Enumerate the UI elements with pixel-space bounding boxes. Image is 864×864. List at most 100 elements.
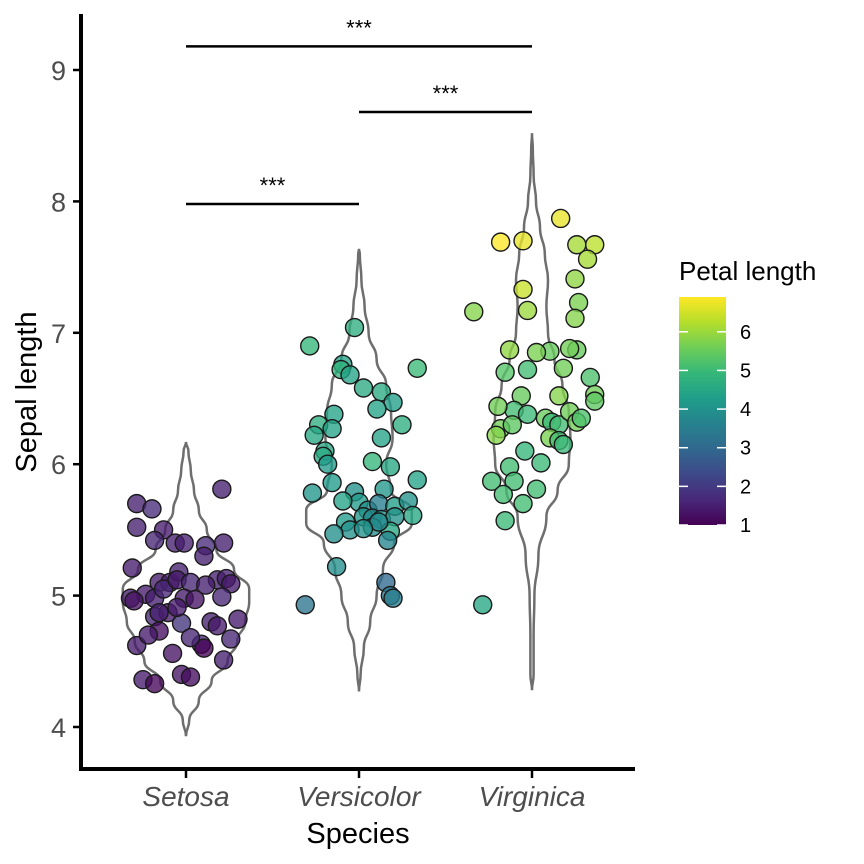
data-point xyxy=(565,308,585,329)
data-point xyxy=(580,367,600,388)
data-point xyxy=(565,269,585,289)
data-point xyxy=(194,638,214,658)
colorbar-tick-label: 5 xyxy=(740,360,751,382)
colorbar-tick-label: 6 xyxy=(740,322,751,344)
data-point xyxy=(162,643,183,664)
data-point xyxy=(550,208,571,229)
x-ticks: Setosa Versicolor Virginica xyxy=(142,769,585,812)
data-point xyxy=(344,317,365,338)
data-point xyxy=(526,342,547,363)
data-point xyxy=(194,546,214,566)
data-point xyxy=(577,249,598,269)
data-point xyxy=(322,419,342,439)
data-point xyxy=(196,575,216,595)
y-tick-label: 4 xyxy=(51,713,66,743)
data-point xyxy=(403,505,423,526)
data-point xyxy=(568,292,589,313)
data-point xyxy=(300,336,320,356)
significance-label: *** xyxy=(433,81,459,106)
violin-setosa xyxy=(121,440,251,737)
data-point xyxy=(513,231,533,251)
data-point xyxy=(207,616,228,636)
data-point xyxy=(504,471,524,491)
colorbar-legend: Petal length 1 2 3 4 5 6 xyxy=(679,256,816,537)
violin-virginica xyxy=(492,131,572,691)
x-axis-title: Species xyxy=(306,818,409,850)
data-point xyxy=(340,365,360,385)
data-point xyxy=(174,533,194,553)
data-point xyxy=(488,396,508,417)
significance-label: *** xyxy=(260,173,286,198)
y-tick-label: 7 xyxy=(51,319,66,349)
data-point xyxy=(180,667,201,687)
data-point xyxy=(407,470,427,490)
data-point xyxy=(559,338,580,359)
data-point xyxy=(153,579,174,599)
axes xyxy=(79,14,635,771)
data-point xyxy=(407,358,427,378)
data-point xyxy=(324,524,344,544)
data-point xyxy=(495,362,515,382)
data-point xyxy=(221,574,241,594)
y-tick-label: 8 xyxy=(51,187,66,217)
data-point xyxy=(127,517,147,537)
data-point xyxy=(531,453,551,473)
data-point xyxy=(212,479,232,499)
y-tick-label: 6 xyxy=(51,450,66,480)
y-tick-label: 9 xyxy=(51,56,66,86)
data-point xyxy=(553,434,574,455)
significance-label: *** xyxy=(346,15,372,40)
data-point xyxy=(138,625,159,645)
data-point xyxy=(380,457,401,477)
data-point xyxy=(302,483,323,503)
significance-brackets: *** *** *** xyxy=(186,15,532,206)
points-layer xyxy=(120,208,605,694)
data-point xyxy=(464,302,484,322)
data-point xyxy=(571,408,591,428)
data-point xyxy=(317,454,338,474)
data-point xyxy=(122,558,142,578)
data-point xyxy=(142,499,162,519)
colorbar-tick-label: 3 xyxy=(740,438,751,460)
data-point xyxy=(585,391,605,411)
data-point xyxy=(167,597,187,618)
data-point xyxy=(517,359,538,380)
data-point xyxy=(185,589,205,610)
data-point xyxy=(212,587,232,607)
colorbar-ticks: 1 2 3 4 5 6 xyxy=(679,322,751,537)
data-point xyxy=(144,673,165,694)
y-axis-title: Sepal length xyxy=(11,311,43,472)
x-tick-label: Setosa xyxy=(142,781,229,812)
data-point xyxy=(383,588,403,608)
colorbar-tick-label: 1 xyxy=(740,515,751,537)
data-point xyxy=(502,415,522,435)
data-point xyxy=(392,415,412,435)
x-tick-label: Virginica xyxy=(479,781,586,812)
data-point xyxy=(124,591,144,611)
data-point xyxy=(144,530,165,551)
data-point xyxy=(515,441,535,461)
data-point xyxy=(481,471,502,491)
data-point xyxy=(486,425,506,445)
data-point xyxy=(149,602,169,623)
data-point xyxy=(383,392,403,413)
data-point xyxy=(490,232,511,252)
data-point xyxy=(517,300,538,321)
data-point xyxy=(513,493,533,514)
data-point xyxy=(549,386,569,406)
data-point xyxy=(326,556,347,577)
data-point xyxy=(499,340,520,360)
data-point xyxy=(367,399,387,419)
data-point xyxy=(377,530,398,551)
data-point xyxy=(473,595,493,615)
data-point xyxy=(553,358,574,378)
data-point xyxy=(322,472,342,493)
data-point xyxy=(362,451,383,472)
colorbar-tick-label: 2 xyxy=(740,476,751,498)
colorbar-tick-label: 4 xyxy=(740,399,751,421)
y-tick-label: 5 xyxy=(51,582,66,612)
data-point xyxy=(221,629,241,649)
data-point xyxy=(495,511,515,531)
data-point xyxy=(353,378,374,398)
